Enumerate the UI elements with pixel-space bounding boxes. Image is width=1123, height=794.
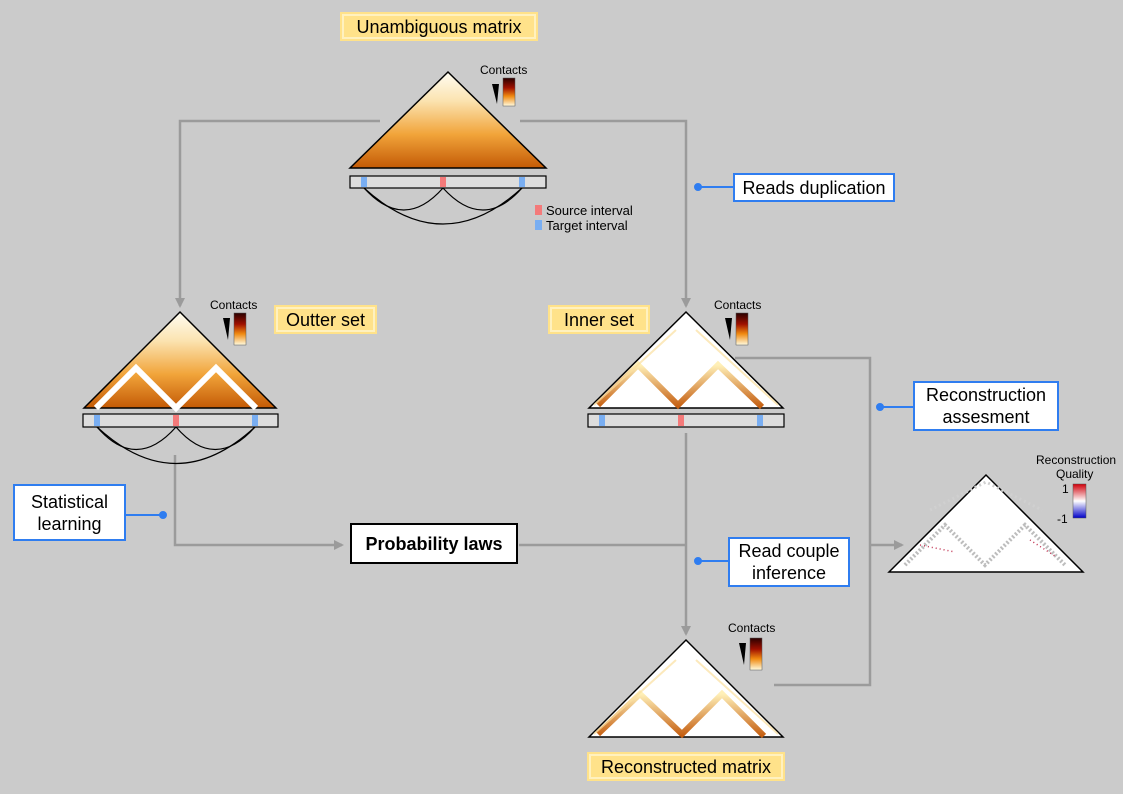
source-swatch bbox=[535, 205, 542, 215]
target-interval-legend: Target interval bbox=[546, 218, 628, 233]
colorbar-outter bbox=[223, 312, 247, 346]
assess-line bbox=[735, 356, 872, 687]
statistical-learning-label: Statistical learning bbox=[13, 484, 126, 541]
quality-title-line1: Reconstruction bbox=[1036, 453, 1117, 467]
inner-set-label: Inner set bbox=[548, 305, 650, 334]
colorbar-reconstructed bbox=[739, 637, 763, 671]
read-couple-inference-line1: Read couple bbox=[738, 541, 840, 561]
reconstructed-matrix-label: Reconstructed matrix bbox=[587, 752, 785, 781]
read-couple-inference-label: Read couple inference bbox=[728, 537, 850, 587]
statistical-learning-line1: Statistical bbox=[30, 491, 109, 512]
colorbar-inner bbox=[725, 312, 749, 346]
arrow-to-inner bbox=[520, 119, 691, 308]
unambiguous-matrix bbox=[348, 70, 548, 225]
blue-label-connectors bbox=[126, 183, 913, 565]
contacts-title-outter: Contacts bbox=[210, 298, 258, 312]
contacts-title-inner: Contacts bbox=[714, 298, 762, 312]
colorbar-unambiguous bbox=[492, 77, 516, 107]
quality-matrix bbox=[887, 473, 1085, 573]
arrow-to-probability bbox=[173, 455, 344, 550]
contacts-title-reconstructed: Contacts bbox=[728, 621, 776, 635]
colorbar-quality bbox=[1072, 483, 1087, 519]
reconstruction-assessment-line1: Reconstruction bbox=[925, 385, 1047, 405]
quality-min-label: -1 bbox=[1057, 512, 1068, 526]
read-couple-inference-line2: inference bbox=[751, 563, 827, 583]
outter-set-label: Outter set bbox=[274, 305, 377, 334]
statistical-learning-line2: learning bbox=[37, 513, 102, 534]
arrow-to-outter bbox=[175, 119, 380, 308]
reconstruction-assessment-label: Reconstruction assesment bbox=[913, 381, 1059, 431]
source-interval-legend: Source interval bbox=[546, 203, 633, 218]
inner-set-matrix bbox=[587, 310, 785, 428]
quality-max-label: 1 bbox=[1062, 482, 1069, 496]
connectors bbox=[173, 119, 904, 687]
target-swatch bbox=[535, 220, 542, 230]
reads-duplication-label: Reads duplication bbox=[733, 173, 895, 202]
reconstruction-assessment-line2: assesment bbox=[942, 407, 1030, 427]
outter-set-matrix bbox=[82, 310, 279, 464]
reconstructed-matrix bbox=[587, 638, 785, 739]
quality-title-line2: Quality bbox=[1056, 467, 1094, 481]
probability-laws-label: Probability laws bbox=[350, 523, 518, 564]
unambiguous-matrix-label: Unambiguous matrix bbox=[340, 12, 538, 41]
contacts-title-unambiguous: Contacts bbox=[480, 63, 528, 77]
